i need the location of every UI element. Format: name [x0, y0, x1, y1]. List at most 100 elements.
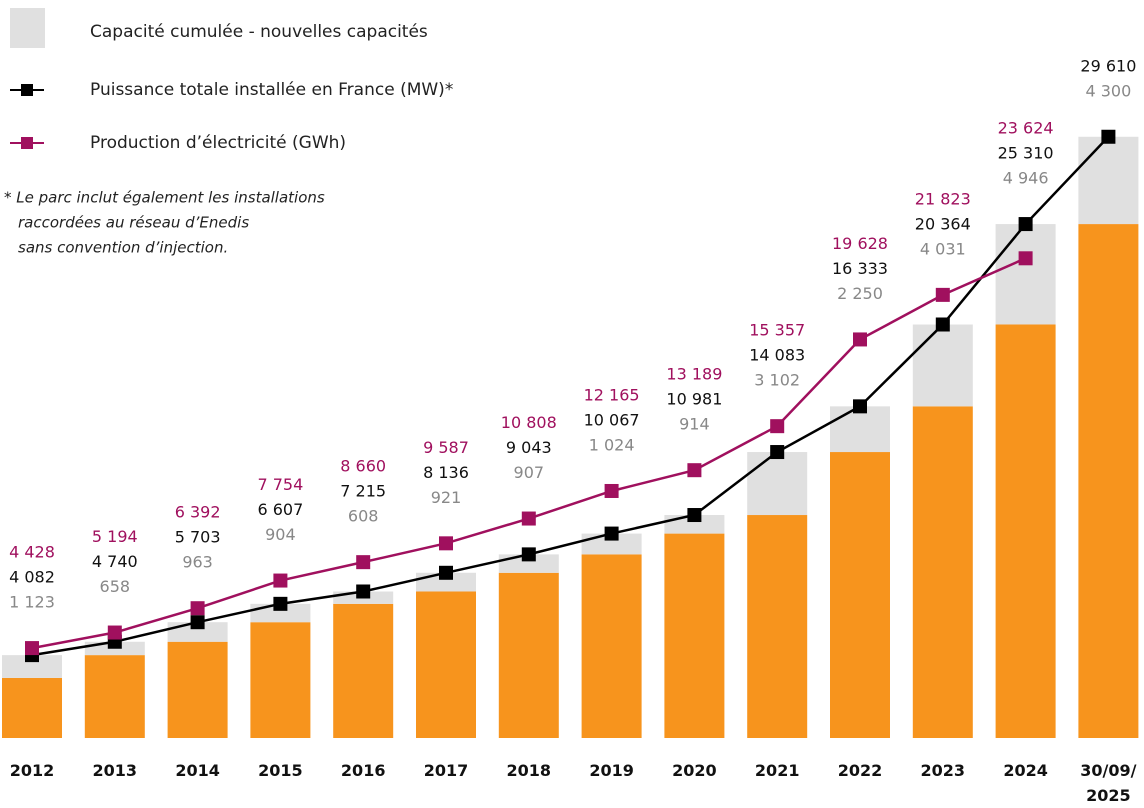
bar	[1078, 224, 1139, 738]
legend-marker	[21, 84, 33, 96]
x-tick-label: 2020	[672, 761, 717, 780]
value-label: 13 189	[666, 365, 722, 384]
legend-label: Puissance totale installée en France (MW…	[90, 80, 453, 100]
x-tick-label: 2014	[175, 761, 220, 780]
note: raccordées au réseau d’Enedis	[18, 214, 249, 232]
bar	[995, 324, 1056, 738]
marker	[853, 332, 867, 347]
note: sans convention d’injection.	[18, 239, 228, 257]
marker	[687, 508, 702, 523]
marker	[521, 547, 536, 562]
bar	[995, 224, 1056, 325]
value-label: 8 660	[340, 457, 386, 476]
bar	[912, 406, 973, 738]
bar	[1078, 136, 1139, 225]
bar	[581, 554, 642, 738]
bar	[333, 603, 394, 738]
marker	[935, 287, 950, 302]
value-label: 10 981	[666, 390, 722, 409]
value-label: 4 031	[920, 239, 966, 258]
marker	[853, 399, 867, 414]
x-tick-label: 2022	[837, 761, 883, 780]
bar	[830, 452, 890, 738]
marker	[935, 317, 950, 332]
value-label: 10 808	[501, 413, 557, 432]
bar	[747, 515, 808, 738]
marker	[273, 596, 288, 611]
bar	[664, 533, 725, 738]
value-label: 4 946	[1003, 169, 1049, 188]
value-label: 921	[431, 488, 462, 507]
bar	[2, 655, 62, 678]
value-label: 19 628	[832, 234, 888, 253]
value-label: 904	[265, 525, 296, 544]
x-tick-label: 2021	[754, 761, 800, 780]
marker	[770, 419, 785, 434]
value-label: 6 392	[175, 503, 221, 522]
x-tick-label: 2017	[423, 761, 469, 780]
legend-label: Production d’électricité (GWh)	[90, 133, 346, 153]
value-label: 7 754	[257, 475, 303, 494]
x-tick-label: 2024	[1003, 761, 1048, 780]
bar	[416, 591, 476, 738]
marker	[439, 536, 453, 551]
value-label: 5 703	[175, 528, 221, 547]
value-label: 658	[100, 577, 131, 596]
bar	[416, 572, 476, 592]
marker	[356, 584, 371, 599]
marker	[190, 601, 205, 616]
value-label: 7 215	[340, 482, 386, 501]
bar	[912, 324, 973, 407]
line	[31, 135, 1110, 657]
value-label: 14 083	[749, 346, 805, 365]
marker	[273, 573, 288, 588]
value-label: 25 310	[998, 144, 1054, 163]
x-tick-label: 2023	[920, 761, 966, 780]
marker	[356, 555, 371, 570]
value-label: 15 357	[749, 321, 805, 340]
x-tick-label: 2016	[340, 761, 386, 780]
value-label: 8 136	[423, 463, 469, 482]
value-label: 6 607	[257, 500, 303, 519]
value-label: 1 123	[9, 593, 55, 612]
value-label: 4 740	[92, 552, 138, 571]
note: * Le parc inclut également les installat…	[4, 189, 325, 207]
value-label: 4 300	[1085, 81, 1131, 100]
x-tick-label: 2012	[9, 761, 55, 780]
bar	[830, 406, 890, 453]
marker	[1018, 217, 1033, 232]
x-tick-label: 2018	[506, 761, 552, 780]
value-label: 1 024	[589, 435, 635, 454]
value-label: 16 333	[832, 259, 888, 278]
value-label: 5 194	[92, 527, 138, 546]
legend-swatch	[10, 8, 45, 48]
bar	[581, 533, 642, 555]
value-label: 12 165	[584, 385, 640, 404]
value-label: 907	[514, 463, 545, 482]
value-label: 21 823	[915, 189, 971, 208]
legend-label: Capacité cumulée - nouvelles capacités	[90, 22, 428, 42]
value-label: 4 082	[9, 568, 55, 587]
value-label: 23 624	[998, 119, 1054, 138]
x-tick-label: 2015	[258, 761, 303, 780]
bar	[84, 655, 145, 738]
bar	[2, 677, 62, 738]
value-label: 20 364	[915, 214, 971, 233]
x-tick-label: 30/09/ 2025	[1080, 761, 1137, 805]
marker	[25, 641, 39, 656]
bar	[250, 622, 311, 738]
legend-marker	[21, 137, 33, 149]
x-tick-label: 2013	[92, 761, 138, 780]
marker	[521, 511, 536, 526]
x-tick-label: 2019	[589, 761, 634, 780]
bar	[498, 572, 559, 738]
marker	[604, 526, 619, 541]
value-label: 9 043	[506, 438, 552, 457]
value-label: 29 610	[1080, 56, 1136, 75]
marker	[604, 483, 619, 498]
marker	[439, 565, 453, 580]
value-label: 2 250	[837, 284, 883, 303]
bar	[167, 641, 228, 738]
